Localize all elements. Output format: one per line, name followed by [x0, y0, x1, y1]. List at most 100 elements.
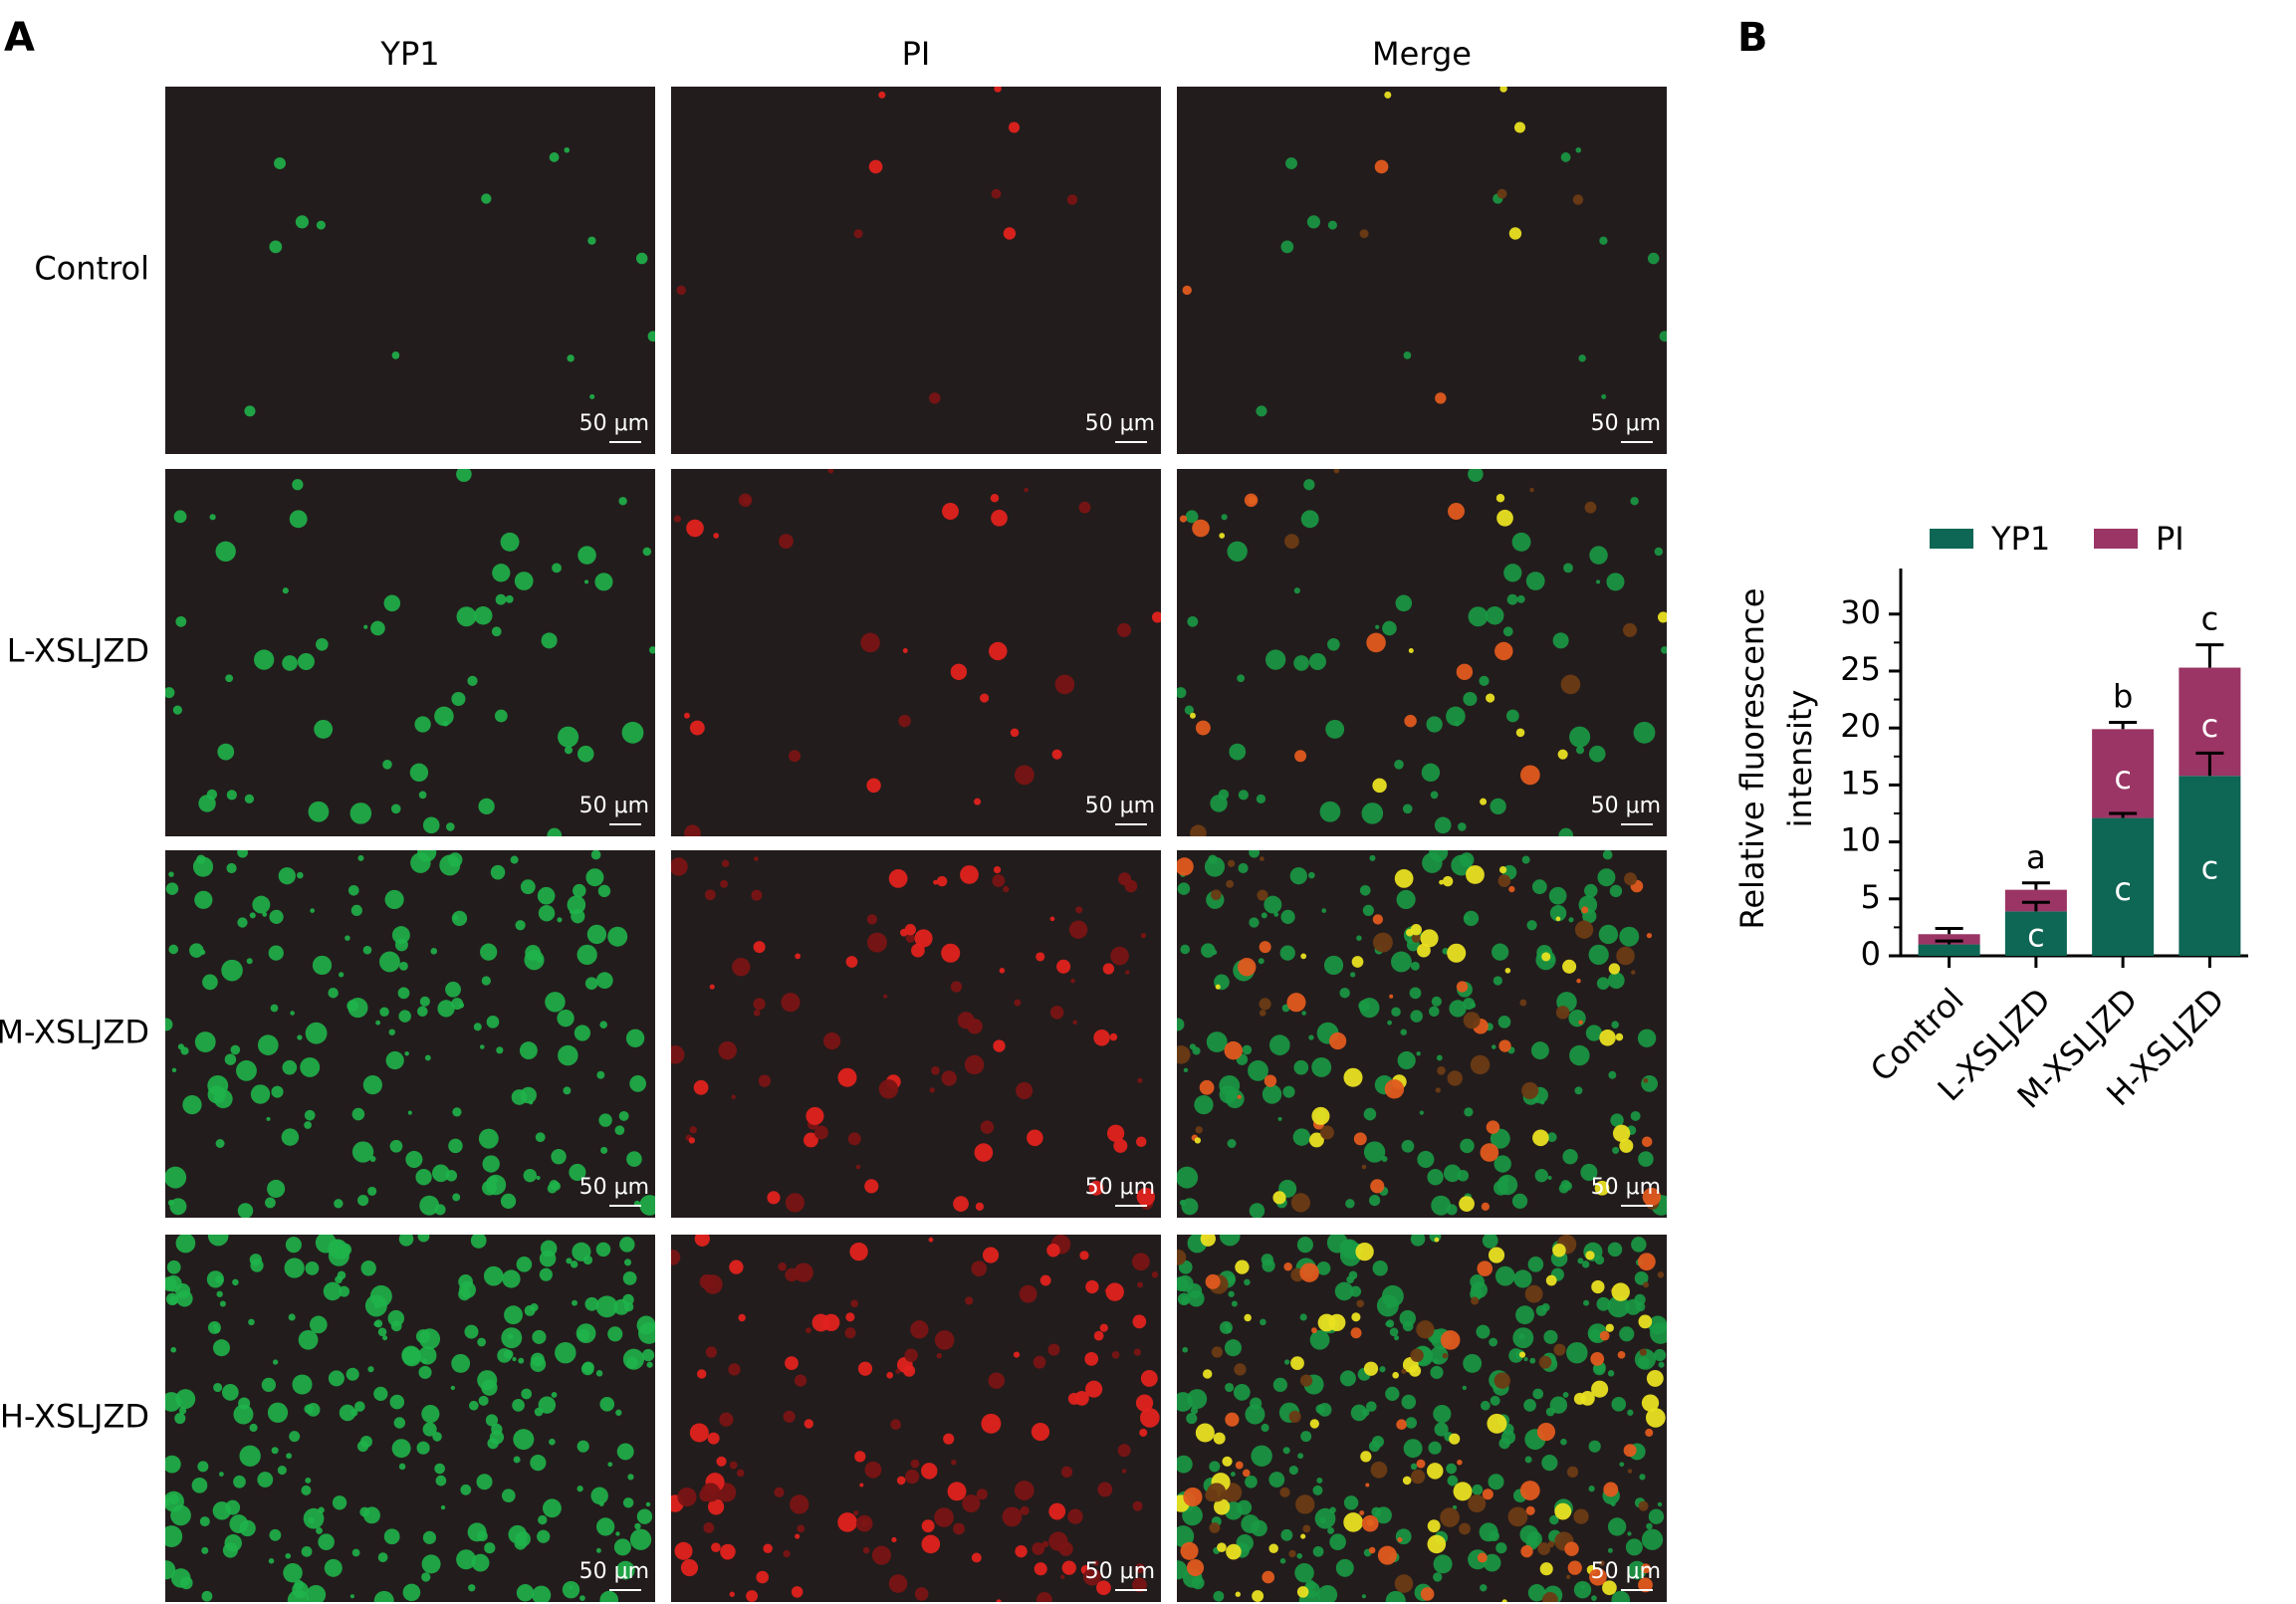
cell-green: [283, 1562, 303, 1583]
cell-red: [1507, 1506, 1528, 1527]
cell-green: [1177, 687, 1187, 699]
cell-red: [1295, 1494, 1315, 1514]
cell-green: [641, 1348, 655, 1362]
cell-green: [298, 1329, 319, 1350]
cell-red: [1572, 194, 1584, 205]
cell-green: [1327, 220, 1337, 230]
cell-green: [629, 1528, 652, 1550]
cell-green: [1394, 760, 1404, 770]
cell-red: [1177, 1250, 1187, 1265]
cell-red: [1257, 889, 1268, 901]
cell-red: [898, 714, 911, 728]
cells: [1177, 1235, 1667, 1602]
cell-red: [1555, 916, 1561, 922]
cell-green: [1371, 1436, 1384, 1449]
cell-red: [1088, 1180, 1104, 1196]
cell-green: [1577, 1258, 1584, 1264]
cell-red: [1243, 1469, 1251, 1478]
cell-green: [1248, 1059, 1268, 1081]
cell-green: [1312, 1545, 1324, 1557]
cell-green: [418, 1365, 432, 1379]
cell-red: [688, 1137, 696, 1144]
cell-green: [1568, 1009, 1586, 1028]
cell-green: [1521, 855, 1530, 864]
cell-red: [1449, 1433, 1461, 1445]
micrograph: [1177, 87, 1667, 454]
cell-green: [596, 1070, 605, 1079]
cell-green: [328, 1370, 344, 1387]
cell-green: [301, 1545, 313, 1557]
cell-green: [1428, 1006, 1440, 1018]
y-tick-label: 5: [1861, 878, 1881, 916]
cell-green: [377, 1552, 388, 1563]
cell-red: [708, 1498, 725, 1515]
cell-red: [862, 1546, 870, 1554]
cell-green: [1421, 763, 1441, 783]
cell-red: [1495, 494, 1505, 503]
cell-green: [363, 624, 368, 629]
cell-green: [1220, 1320, 1233, 1334]
cell-green: [1391, 1007, 1401, 1018]
cell-red: [1035, 952, 1045, 962]
cells: [673, 469, 1161, 836]
cell-green: [1638, 1151, 1654, 1167]
cell-red: [1317, 1313, 1336, 1332]
cell-green: [1327, 1526, 1334, 1534]
cell-green: [622, 1271, 637, 1285]
cell-green: [491, 626, 502, 637]
cell-green: [1580, 1585, 1585, 1590]
micrograph-bg: [165, 469, 655, 836]
cell-red: [671, 1250, 681, 1265]
cell-green: [451, 1353, 471, 1373]
significance-letter: c: [2201, 849, 2219, 887]
cell-red: [694, 1235, 710, 1247]
cell-green: [274, 157, 286, 170]
cell-green: [1212, 949, 1218, 955]
cell-green: [538, 904, 556, 922]
cell-red: [1589, 1567, 1607, 1586]
cell-red: [859, 1483, 864, 1488]
cell-red: [1083, 1567, 1101, 1586]
cell-red: [689, 1126, 697, 1134]
cell-red: [903, 1364, 916, 1377]
column-header: Merge: [1372, 35, 1472, 73]
cell-red: [1259, 998, 1271, 1011]
cell-red: [883, 994, 888, 999]
y-tick-label: 0: [1861, 935, 1881, 973]
cell-red: [1207, 1483, 1227, 1502]
cell-red: [1014, 999, 1022, 1007]
cell-green: [282, 1059, 298, 1075]
cell-red: [1078, 501, 1091, 514]
cell-green: [516, 1584, 535, 1602]
micrograph-bg: [1177, 469, 1667, 836]
cell-red: [1102, 963, 1115, 975]
cell-green: [486, 1016, 500, 1029]
cell-green: [269, 1528, 282, 1541]
cell-green: [290, 1011, 295, 1016]
cell-green: [1490, 798, 1506, 814]
cell-red: [1384, 1079, 1405, 1099]
cell-red: [1427, 1519, 1441, 1533]
cell-green: [1238, 862, 1249, 874]
cell-green: [1547, 1175, 1552, 1181]
cell-red: [1638, 1314, 1653, 1329]
cell-green: [478, 798, 495, 814]
cell-red: [684, 824, 701, 836]
cell-red: [1508, 885, 1515, 893]
cells: [671, 1235, 1160, 1602]
cell-red: [1058, 1541, 1073, 1556]
cell-green: [566, 1258, 573, 1264]
legend-swatch: [1930, 529, 1973, 549]
cell-green: [391, 1439, 411, 1459]
cell-red: [1211, 1346, 1224, 1358]
cell-green: [564, 746, 574, 755]
cell-green: [646, 1361, 653, 1368]
cell-red: [1300, 953, 1307, 960]
micrograph-bg: [671, 1235, 1161, 1602]
cell-green: [345, 1367, 359, 1381]
cell-green: [490, 864, 506, 880]
cell-red: [1631, 970, 1636, 975]
cell-green: [191, 1477, 208, 1493]
cell-red: [1363, 1361, 1379, 1376]
cell-green: [1606, 573, 1625, 591]
